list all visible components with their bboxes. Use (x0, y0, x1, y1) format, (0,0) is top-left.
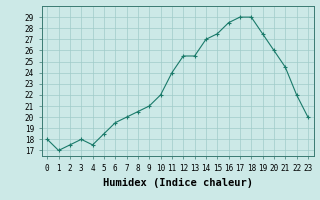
X-axis label: Humidex (Indice chaleur): Humidex (Indice chaleur) (103, 178, 252, 188)
